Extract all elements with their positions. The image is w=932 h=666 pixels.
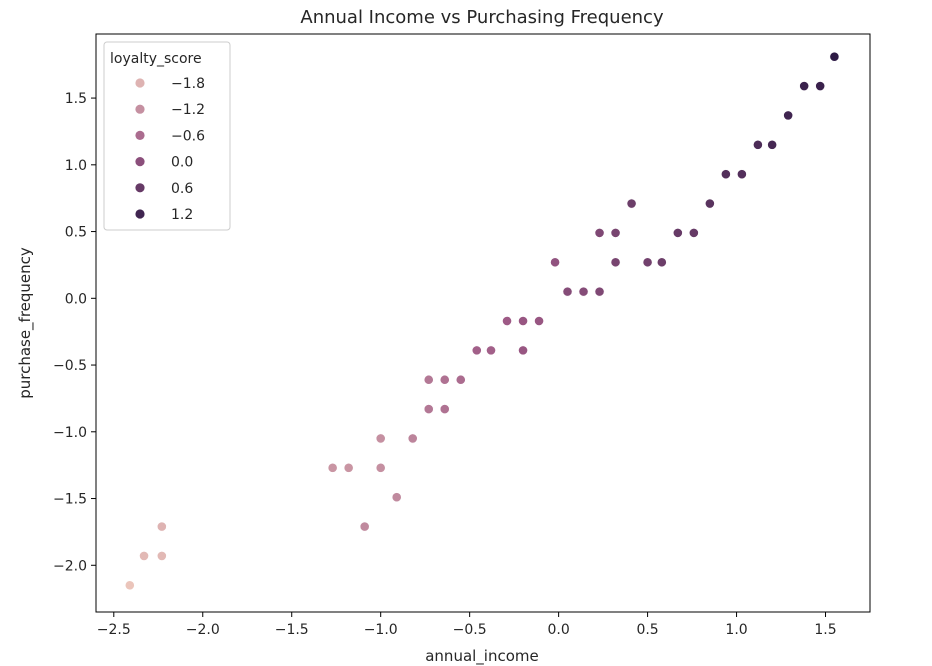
scatter-point [783, 110, 794, 121]
legend-marker [135, 130, 145, 140]
legend-label: −1.2 [171, 102, 205, 118]
legend-label: 1.2 [171, 207, 193, 223]
scatter-point [455, 374, 466, 385]
scatter-point [562, 286, 573, 297]
scatter-point [471, 345, 482, 356]
x-tick-label: −2.0 [186, 622, 220, 638]
scatter-point [594, 227, 605, 238]
scatter-point [407, 433, 418, 444]
scatter-point [672, 227, 683, 238]
legend-entries: −1.8 −1.2 −0.6 0.0 0.6 1.2 [135, 76, 205, 223]
x-tick-label: −0.5 [453, 622, 487, 638]
scatter-point [688, 227, 699, 238]
y-tick-label: −1.0 [53, 425, 87, 441]
scatter-point [594, 286, 605, 297]
scatter-point [610, 227, 621, 238]
y-axis-ticks: −2.0 −1.5 −1.0 −0.5 0.0 0.5 1.0 1.5 [53, 91, 96, 574]
legend-label: −1.8 [171, 76, 205, 92]
scatter-point [391, 492, 402, 503]
scatter-point [375, 462, 386, 473]
scatter-points [124, 51, 840, 591]
scatter-point [359, 521, 370, 532]
y-tick-label: 1.5 [65, 91, 87, 107]
chart-title: Annual Income vs Purchasing Frequency [300, 7, 664, 28]
y-tick-label: 1.0 [65, 158, 87, 174]
scatter-point [139, 551, 149, 561]
x-tick-label: 1.5 [814, 622, 836, 638]
scatter-point [753, 139, 763, 150]
legend-marker [135, 157, 145, 167]
x-axis-ticks: −2.5 −2.0 −1.5 −1.0 −0.5 0.0 0.5 1.0 1.5 [97, 612, 837, 638]
scatter-point [815, 81, 826, 91]
x-tick-label: −2.5 [97, 622, 131, 638]
y-axis-label: purchase_frequency [16, 247, 35, 399]
scatter-point [375, 433, 386, 444]
scatter-point [799, 81, 810, 91]
scatter-point [767, 139, 778, 150]
scatter-point [423, 374, 434, 385]
legend-marker [135, 183, 145, 193]
y-tick-label: 0.5 [65, 225, 87, 241]
scatter-point [502, 316, 512, 326]
scatter-point [343, 462, 354, 473]
x-tick-label: 0.0 [547, 622, 569, 638]
scatter-point [156, 551, 167, 561]
scatter-point [327, 462, 338, 473]
scatter-point [642, 257, 653, 268]
scatter-point [486, 345, 496, 356]
scatter-point [610, 257, 621, 268]
legend-marker [135, 209, 145, 219]
y-tick-label: −2.0 [53, 558, 87, 574]
scatter-point [124, 580, 135, 591]
scatter-point [423, 404, 434, 414]
y-tick-label: 0.0 [65, 291, 87, 307]
scatter-point [156, 521, 167, 532]
scatter-point [656, 257, 667, 268]
x-tick-label: −1.0 [364, 622, 398, 638]
scatter-point [578, 286, 589, 297]
legend-title: loyalty_score [110, 51, 202, 67]
scatter-point [704, 198, 715, 209]
legend-label: 0.0 [171, 155, 193, 171]
x-axis-label: annual_income [425, 647, 539, 666]
scatter-point [518, 345, 528, 356]
scatter-point [550, 257, 560, 268]
legend-marker [135, 104, 145, 114]
scatter-point [518, 316, 528, 326]
scatter-point [720, 169, 731, 180]
scatter-point [439, 374, 450, 385]
x-tick-label: −1.5 [275, 622, 309, 638]
legend-label: −0.6 [171, 128, 205, 144]
legend: loyalty_score −1.8 −1.2 −0.6 0.0 0.6 1.2 [103, 41, 231, 231]
y-tick-label: −0.5 [53, 358, 87, 374]
legend-box [103, 41, 231, 231]
scatter-point [829, 51, 840, 62]
y-tick-label: −1.5 [53, 492, 87, 508]
scatter-point [534, 316, 544, 326]
legend-label: 0.6 [171, 181, 193, 197]
scatter-point [439, 404, 450, 414]
x-tick-label: 0.5 [636, 622, 658, 638]
legend-marker [135, 78, 145, 88]
x-tick-label: 1.0 [725, 622, 747, 638]
scatter-point [626, 198, 637, 209]
scatter-point [736, 169, 747, 180]
